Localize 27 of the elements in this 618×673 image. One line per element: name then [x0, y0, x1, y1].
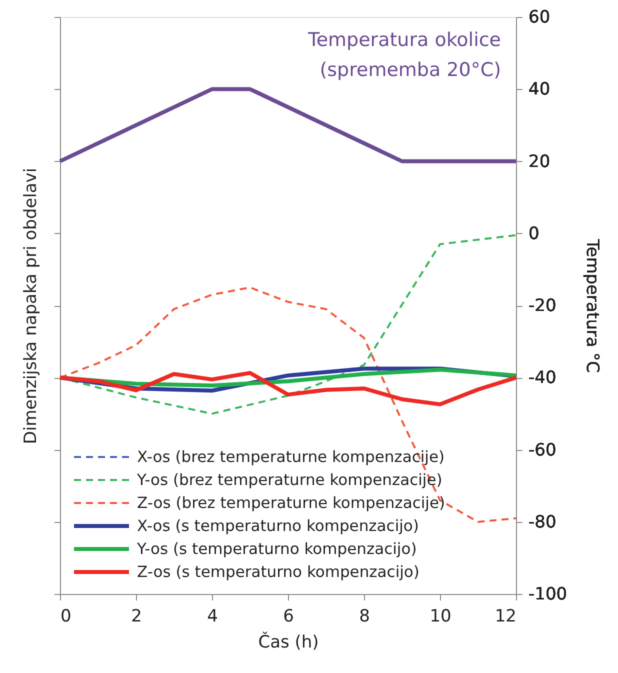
x-axis-title: Čas (h): [258, 632, 319, 652]
x-tick-label: 8: [359, 606, 370, 626]
legend-label: Z-os (brez temperaturne kompenzacije): [137, 494, 446, 512]
legend-label: Y-os (brez temperaturne kompenzacije): [136, 471, 442, 489]
y-tick-label: 60: [528, 8, 550, 28]
y2-axis-title: Temperatura °C: [582, 238, 602, 373]
y-tick-label: 0: [528, 224, 540, 244]
y-axis-title: Dimenzijska napaka pri obdelavi: [21, 168, 41, 444]
legend-label: Z-os (s temperaturno kompenzacijo): [137, 563, 420, 581]
x-tick-label: 2: [131, 606, 142, 626]
series-label: Temperatura okolice (sprememba 20°C): [306, 29, 501, 81]
legend-label: X-os (s temperaturno kompenzacijo): [137, 517, 419, 535]
y-tick-label: -60: [528, 440, 556, 460]
legend-label: X-os (brez temperaturne kompenzacije): [137, 448, 445, 466]
y-tick-label: -100: [528, 584, 568, 604]
x-tick-label: 6: [283, 606, 294, 626]
y-tick-label: -20: [528, 296, 556, 316]
x-tick-label: 10: [430, 606, 452, 626]
x-tick-label: 4: [207, 606, 218, 626]
x-tick-label: 0: [60, 606, 72, 626]
line-series: [58, 370, 518, 406]
y-tick-label: -80: [528, 512, 556, 532]
legend-label: Y-os (s temperaturno kompenzacijo): [136, 540, 417, 558]
x-tick-label: 12: [494, 606, 516, 626]
y-tick-label: -40: [528, 368, 556, 388]
y-tick-label: 20: [528, 152, 550, 172]
y-tick-label: 40: [528, 80, 550, 100]
